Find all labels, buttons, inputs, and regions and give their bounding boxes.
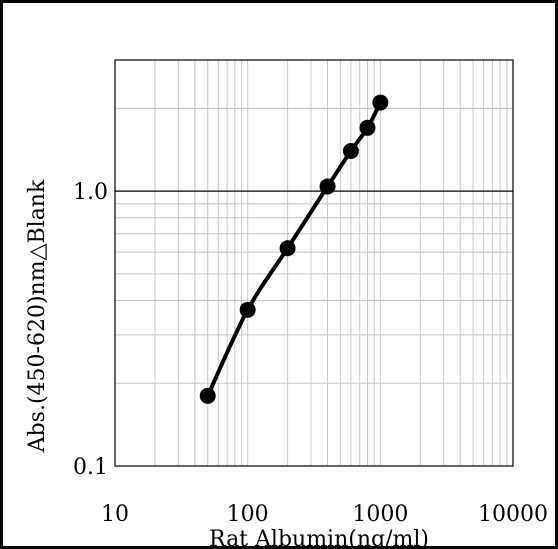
data-point [359, 119, 376, 136]
y-axis-label: Abs.(450-620)nm△Blank [25, 179, 50, 453]
grid-lines [115, 59, 513, 466]
x-tick-label: 100 [227, 502, 269, 527]
x-axis-label: Rat Albumin(ng/ml) [209, 527, 429, 549]
plot-area-border [114, 59, 514, 467]
x-tick-label: 1000 [352, 502, 408, 527]
data-point [279, 240, 296, 257]
data-point [342, 142, 359, 159]
data-point [319, 178, 336, 195]
data-point [239, 301, 256, 318]
data-point [199, 387, 216, 404]
x-tick-label: 10 [101, 502, 129, 527]
data-point [372, 94, 389, 111]
y-tick-label: 1.0 [73, 180, 108, 205]
tick-labels: 10 100 1000 10000 0.1 1.0 [73, 180, 548, 527]
y-tick-label: 0.1 [73, 455, 108, 480]
data-point-markers [199, 94, 389, 404]
x-tick-label: 10000 [478, 502, 548, 527]
